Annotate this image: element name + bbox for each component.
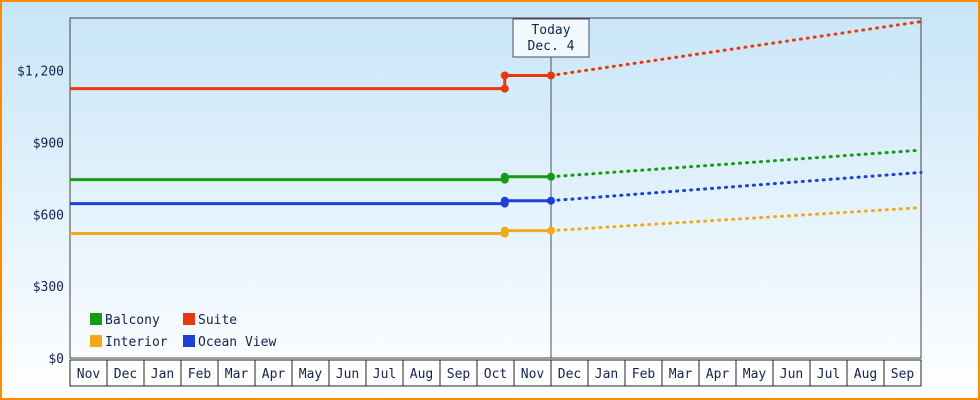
month-cell [661,359,700,387]
marker-interior [547,226,555,235]
legend-swatch [90,335,102,347]
month-label: Feb [632,367,656,382]
forecast-line-balcony [549,148,923,179]
month-label: Jan [595,367,618,382]
today-label-line1: Today [531,23,570,38]
month-label: Dec [114,367,137,382]
month-label: Sep [447,367,471,382]
legend-label: Interior [105,335,168,350]
today-label-box [512,18,590,58]
legend-swatch [183,313,195,325]
month-label: Mar [225,367,249,382]
month-cell [402,359,441,387]
month-label: Oct [484,367,507,382]
month-cell [439,359,478,387]
month-label: Aug [410,367,433,382]
month-label: Aug [854,367,877,382]
y-axis-label: $1,200 [17,65,64,80]
month-label: Jun [780,367,803,382]
legend-label: Suite [198,313,237,328]
month-label: Mar [669,367,693,382]
month-cell [328,359,367,387]
month-cell [550,359,589,387]
legend-label: Balcony [105,313,160,328]
y-axis-label: $0 [48,352,64,367]
series-lines [70,20,923,238]
marker-suite [500,84,509,93]
marker-ocean-view [500,196,509,205]
forecast-line-suite [549,20,923,77]
marker-ocean-view [547,196,555,205]
month-cell [698,359,737,387]
marker-balcony [500,172,509,181]
month-cell [883,359,922,387]
month-cell [254,359,293,387]
legend: Balcony Suite Interior Ocean View [90,313,276,350]
today-label-line2: Dec. 4 [528,39,575,54]
marker-balcony [547,172,555,181]
month-label: Nov [77,367,101,382]
plot-area [69,17,922,359]
y-axis-label: $300 [33,280,64,295]
y-axis-label: $900 [33,137,64,152]
legend-swatch [183,335,195,347]
month-label: Feb [188,367,212,382]
legend-swatch [90,313,102,325]
marker-suite [500,71,509,80]
month-label: Dec [558,367,581,382]
month-cell [476,359,515,387]
today-label: Today Dec. 4 [512,18,590,58]
marker-interior [500,226,509,235]
x-axis-months: Nov Dec Jan Feb Mar Apr May Jun Jul Aug Sep Oct Nov D… [69,359,922,387]
month-label: Apr [262,367,286,382]
marker-suite [547,71,555,80]
month-label: Jan [151,367,174,382]
forecast-line-interior [549,206,923,233]
month-cell [772,359,811,387]
month-cell [291,359,330,387]
month-label: Jun [336,367,359,382]
y-axis-label: $600 [33,208,64,223]
month-label: Apr [706,367,730,382]
month-cell [513,359,552,387]
month-label: Jul [373,367,396,382]
month-cell [587,359,626,387]
month-cell [624,359,663,387]
legend-label: Ocean View [198,335,276,350]
month-label: Jul [817,367,840,382]
series-line-suite [70,73,551,91]
month-label: May [743,367,767,382]
month-cell [809,359,848,387]
forecast-line-ocean-view [549,170,923,203]
month-label: Nov [521,367,545,382]
y-axis-labels: $0 $300 $600 $900 $1,200 [17,65,64,367]
month-label: Sep [891,367,915,382]
month-label: May [299,367,323,382]
